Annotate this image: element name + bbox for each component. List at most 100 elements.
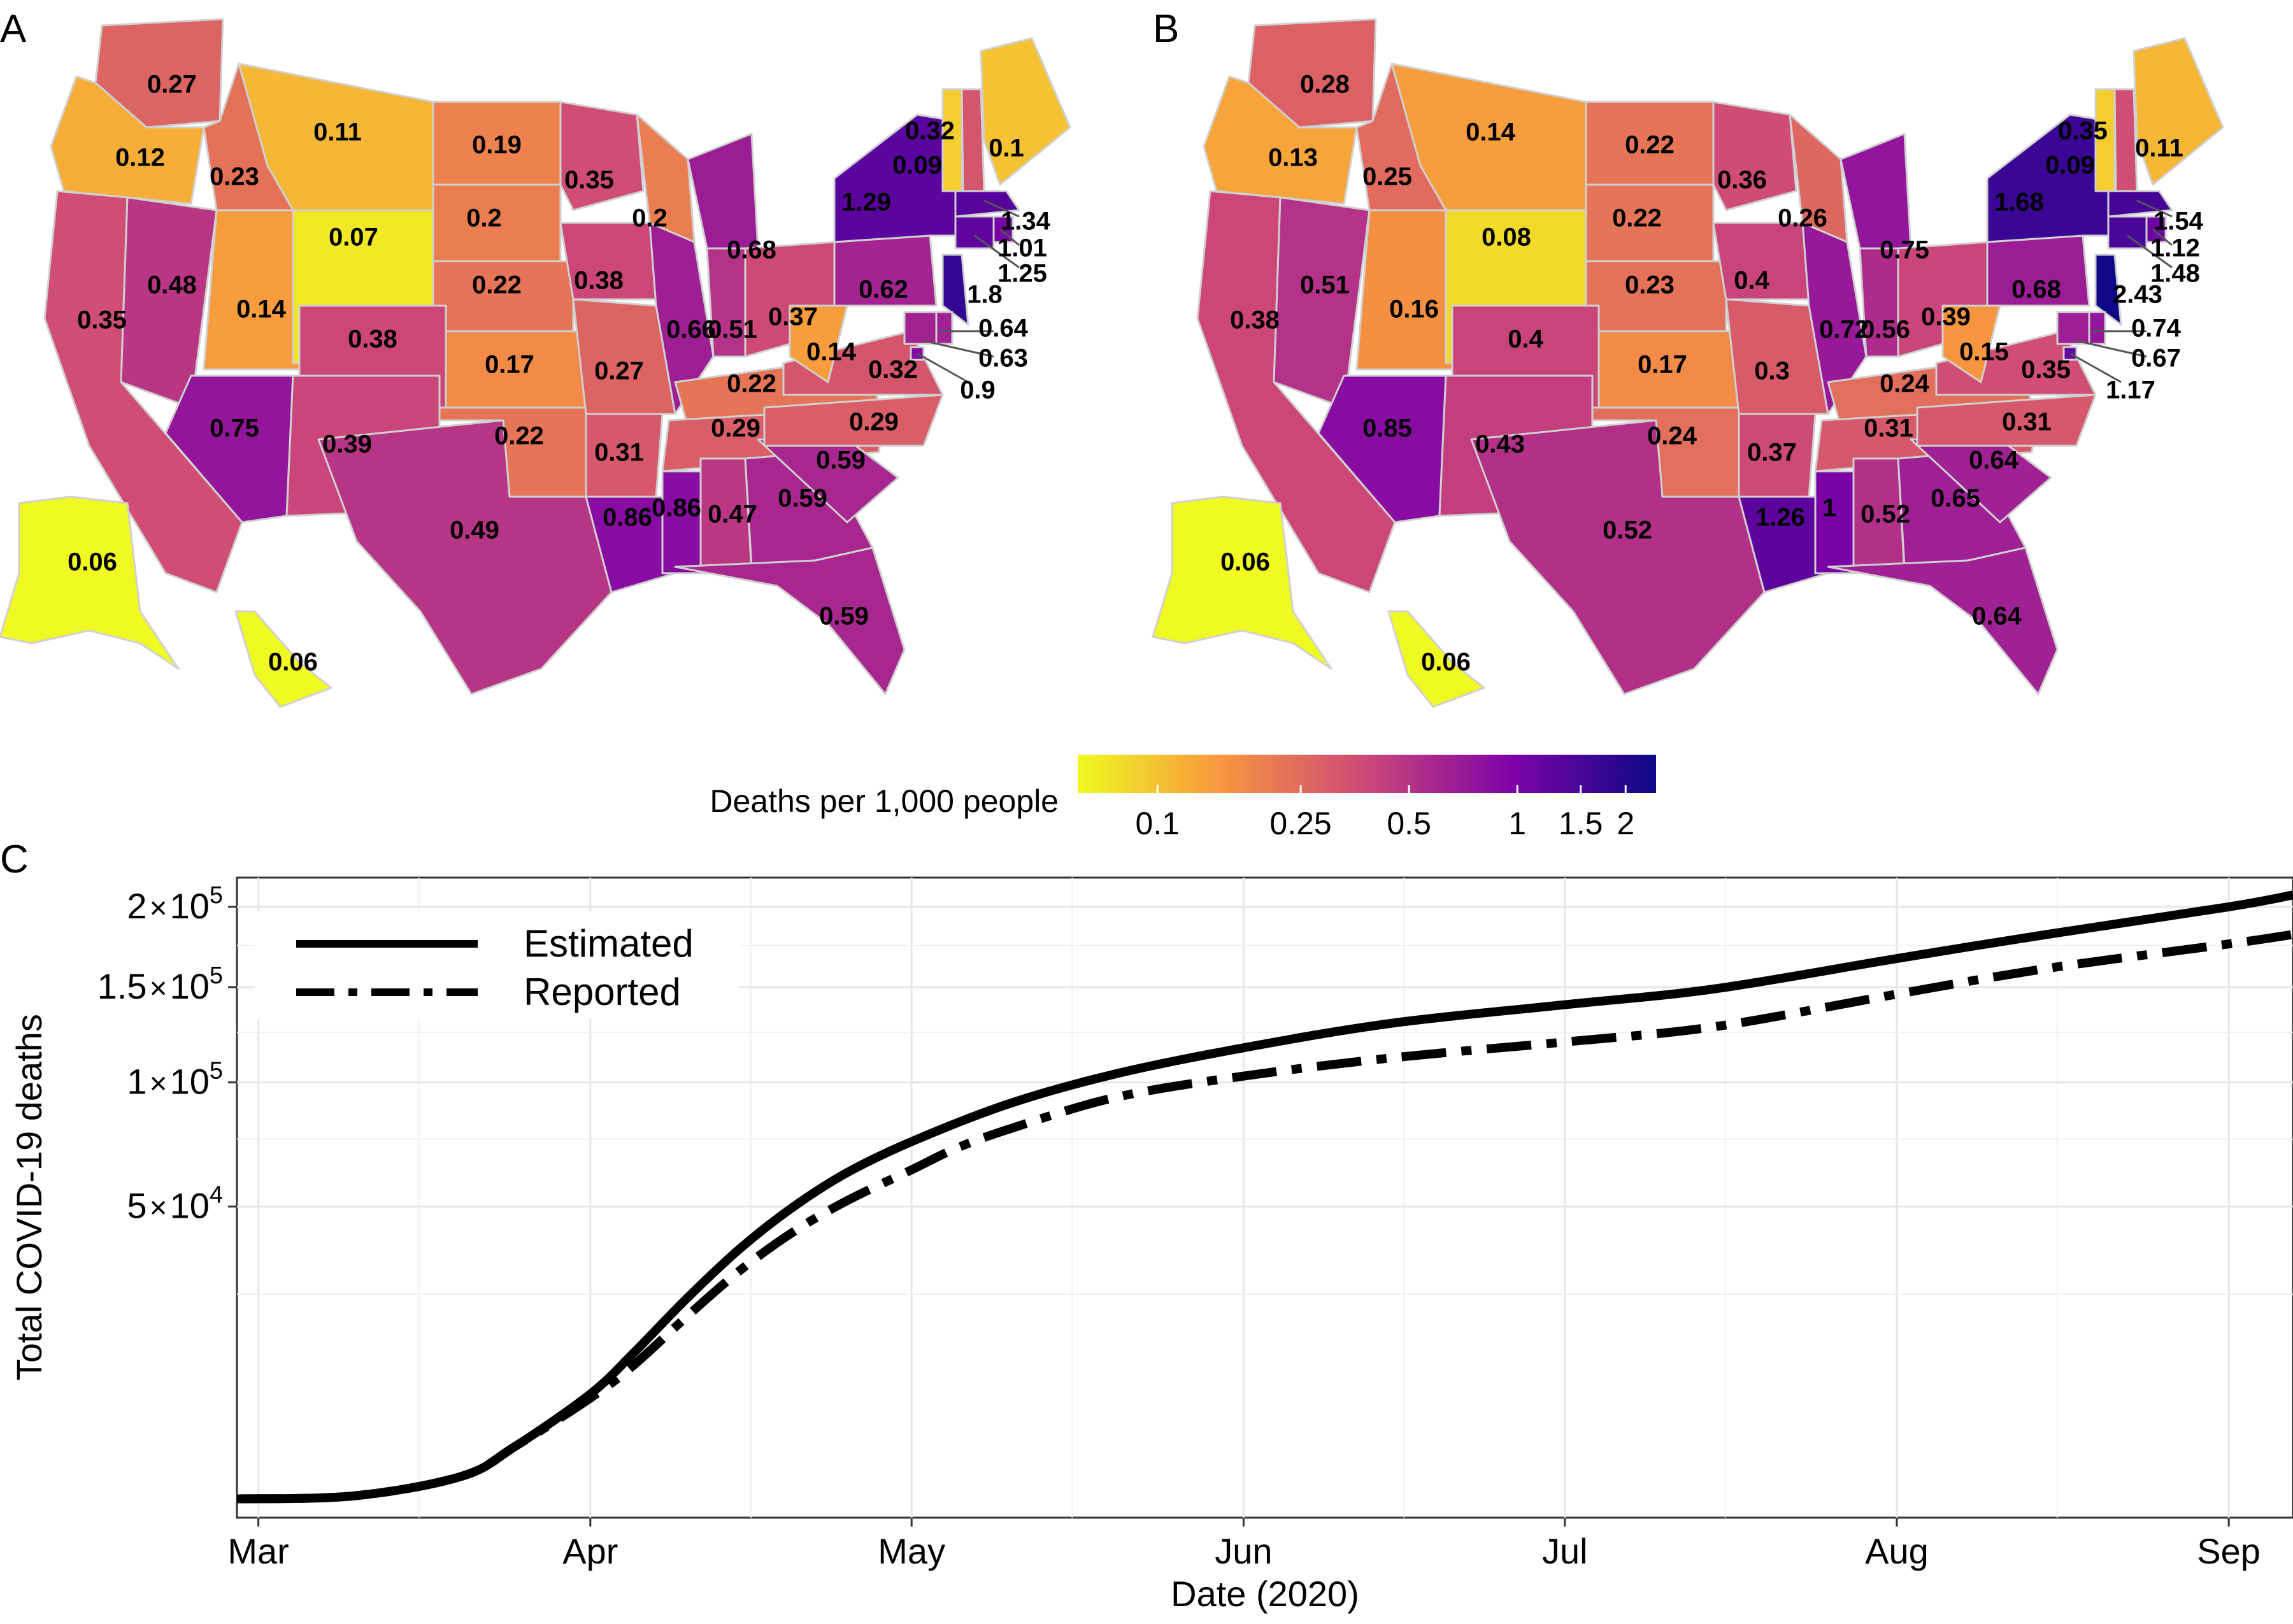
colorbar-title: Deaths per 1,000 people	[710, 783, 1059, 819]
state-nc	[763, 394, 944, 447]
state-value-ut: 0.16	[1389, 296, 1439, 324]
state-value-ct: 1.48	[2150, 260, 2200, 288]
state-value-az: 0.75	[210, 415, 259, 443]
state-wa	[1247, 18, 1377, 129]
leader-line-ri	[999, 228, 1020, 246]
state-fl	[674, 546, 906, 695]
state-ak	[1152, 495, 1332, 670]
state-value-nv: 0.48	[147, 271, 197, 299]
state-value-ak: 0.06	[1220, 548, 1270, 576]
state-value-ar: 0.31	[594, 439, 644, 467]
state-value-pa: 0.62	[859, 276, 908, 304]
state-value-ok: 0.22	[494, 422, 544, 450]
state-value-nd: 0.22	[1625, 131, 1675, 159]
state-md	[2056, 311, 2090, 345]
state-value-tn: 0.29	[711, 415, 761, 443]
state-mi	[1839, 132, 1912, 250]
state-value-tx: 0.52	[1603, 516, 1652, 545]
state-value-wi: 0.26	[1778, 204, 1827, 232]
state-value-mt: 0.11	[313, 118, 362, 146]
x-axis-title: Date (2020)	[1171, 1574, 1359, 1614]
state-value-al: 0.52	[1861, 501, 1910, 529]
state-value-mn: 0.36	[1717, 166, 1767, 194]
state-value-ks: 0.17	[1638, 351, 1687, 379]
state-value-md: 0.63	[978, 345, 1028, 373]
y-tick-label: 1.5×105	[97, 962, 223, 1006]
state-me	[980, 37, 1071, 186]
leader-line-ma	[2136, 199, 2173, 218]
colorbar-tick-label: 0.25	[1269, 806, 1331, 841]
legend-label-reported: Reported	[524, 971, 681, 1013]
state-value-ct: 1.25	[997, 260, 1047, 288]
state-value-tn: 0.31	[1864, 415, 1913, 443]
state-value-sd: 0.22	[1612, 204, 1662, 232]
colorbar-legend: Deaths per 1,000 people 0.1 0.25 0.5 1 1.5 2	[710, 755, 1656, 841]
state-value-me: 0.11	[2135, 134, 2183, 162]
state-value-ma: 1.54	[2154, 208, 2204, 236]
legend-background	[255, 911, 739, 1019]
state-value-ga: 0.59	[778, 485, 827, 513]
state-nj	[941, 253, 969, 326]
state-value-nd: 0.19	[472, 131, 522, 159]
state-value-ri: 1.01	[997, 234, 1047, 262]
state-value-ok: 0.24	[1647, 422, 1697, 450]
colorbar-tick-label: 1	[1508, 806, 1526, 841]
state-value-sd: 0.2	[466, 204, 502, 232]
state-value-nc: 0.31	[2002, 408, 2052, 436]
state-tx	[1470, 419, 1766, 695]
state-wa	[94, 18, 224, 129]
state-value-ga: 0.65	[1931, 485, 1980, 513]
state-value-nm: 0.39	[322, 431, 372, 459]
state-value-nm: 0.43	[1475, 431, 1525, 459]
state-wv	[789, 304, 848, 383]
state-value-wv: 0.14	[806, 338, 857, 366]
colorbar-tick-label: 0.1	[1136, 806, 1180, 841]
state-value-or: 0.12	[115, 144, 165, 172]
state-value-ny: 1.29	[841, 189, 891, 217]
state-value-ut: 0.14	[236, 296, 287, 324]
state-az	[1317, 374, 1447, 524]
state-value-la: 0.86	[603, 504, 652, 532]
state-value-nj: 2.43	[2113, 281, 2162, 309]
choropleth-map-b: 0.28 0.13 0.38 0.25 0.51 0.14 0.08 0.16 0.85 0.4 0…	[1152, 18, 2224, 708]
x-tick-label: Sep	[2197, 1531, 2261, 1571]
state-value-hi: 0.06	[268, 648, 318, 676]
state-ut	[203, 209, 307, 371]
state-value-mi: 0.68	[727, 236, 776, 264]
state-value-az: 0.85	[1362, 415, 1412, 443]
panel-letter-c: C	[0, 837, 29, 881]
state-value-me: 0.1	[989, 134, 1024, 162]
state-value-il: 0.66	[666, 316, 716, 344]
state-value-id: 0.25	[1362, 163, 1412, 191]
leader-line-dc	[917, 352, 969, 383]
state-value-wy: 0.07	[329, 224, 378, 252]
state-value-ms: 1	[1822, 494, 1836, 522]
state-nj	[2094, 253, 2122, 326]
series-line-estimated	[236, 890, 2293, 1504]
colorbar-gradient	[1078, 755, 1656, 793]
y-tick-label: 2×105	[127, 882, 223, 926]
state-value-fl: 0.64	[1972, 602, 2022, 630]
state-ak	[0, 495, 180, 670]
state-ut	[1355, 209, 1460, 371]
leader-line-ct	[974, 234, 1020, 269]
state-value-mt: 0.14	[1466, 118, 1516, 146]
state-value-nv: 0.51	[1300, 271, 1350, 299]
state-value-mn: 0.35	[564, 166, 614, 194]
state-wv	[1941, 304, 2001, 383]
state-value-ar: 0.37	[1747, 439, 1797, 467]
state-value-nj: 1.8	[967, 281, 1003, 309]
state-fl	[1827, 546, 2059, 695]
state-ct	[2107, 215, 2148, 250]
state-value-mo: 0.27	[594, 357, 644, 385]
state-value-mo: 0.3	[1754, 357, 1790, 385]
x-tick-label: Aug	[1865, 1531, 1929, 1571]
state-value-dc: 1.17	[2106, 376, 2155, 404]
state-value-va: 0.32	[868, 356, 918, 384]
state-mi	[687, 132, 759, 250]
state-nh	[2113, 88, 2138, 192]
x-tick-label: Jun	[1215, 1531, 1272, 1571]
leader-line-ri	[2152, 228, 2173, 246]
state-tx	[317, 419, 613, 695]
